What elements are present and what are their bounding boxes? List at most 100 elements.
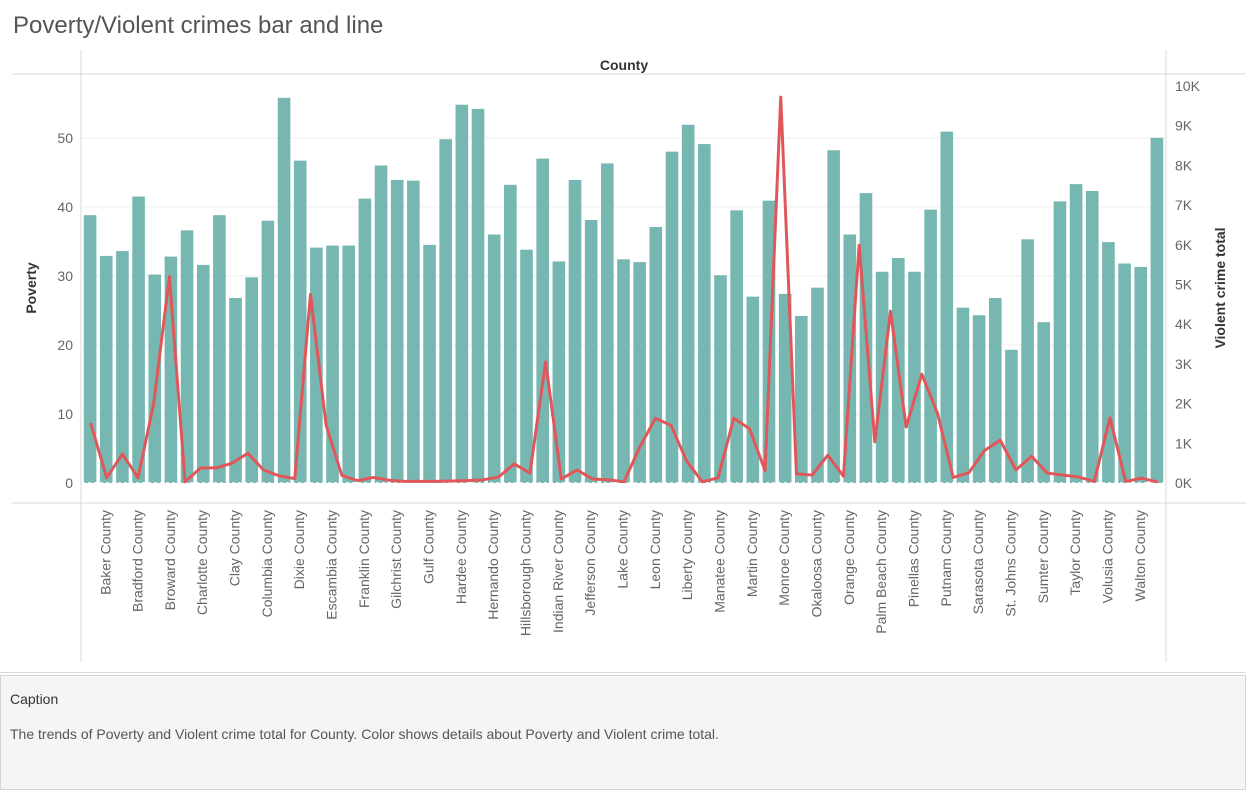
poverty-bar[interactable] (471, 108, 485, 483)
x-tick-label: Orange County (841, 510, 857, 605)
x-tick-label: Okaloosa County (808, 510, 824, 617)
poverty-bar[interactable] (504, 184, 517, 483)
x-tick-label: Manatee County (711, 510, 727, 613)
poverty-bar[interactable] (1053, 201, 1067, 483)
poverty-bar[interactable] (778, 293, 792, 483)
poverty-bar[interactable] (665, 151, 679, 484)
poverty-bar[interactable] (196, 264, 210, 483)
poverty-bar[interactable] (99, 255, 113, 483)
y2-tick-label: 6K (1175, 237, 1193, 253)
x-tick-label: Hardee County (453, 510, 469, 604)
violent-crime-line (89, 95, 1159, 484)
x-tick-label: Lake County (615, 510, 631, 589)
poverty-bar[interactable] (988, 298, 1002, 483)
x-tick-label: Leon County (647, 510, 663, 589)
poverty-bar[interactable] (601, 163, 614, 483)
poverty-bar[interactable] (1085, 191, 1099, 483)
poverty-bar[interactable] (180, 230, 194, 483)
y2-tick-label: 7K (1175, 197, 1193, 213)
poverty-bar[interactable] (407, 180, 420, 483)
poverty-bar[interactable] (213, 215, 226, 483)
poverty-bar[interactable] (649, 226, 663, 483)
poverty-bar[interactable] (795, 315, 808, 483)
chart-frame (12, 50, 1246, 662)
poverty-bar[interactable] (536, 158, 549, 483)
poverty-bar[interactable] (811, 287, 824, 483)
poverty-bar[interactable] (1021, 239, 1034, 483)
y-tick-label: 30 (57, 268, 73, 284)
poverty-bar[interactable] (1069, 184, 1083, 483)
poverty-bar[interactable] (746, 296, 760, 483)
poverty-bar[interactable] (358, 198, 372, 484)
y-tick-label: 50 (57, 130, 73, 146)
x-tick-label: Jefferson County (582, 510, 598, 616)
y2-tick-label: 3K (1175, 356, 1193, 372)
poverty-bar[interactable] (714, 275, 727, 483)
poverty-bar[interactable] (310, 247, 323, 483)
poverty-bar[interactable] (342, 245, 356, 483)
y2-tick-label: 0K (1175, 475, 1193, 491)
poverty-bar[interactable] (924, 209, 937, 483)
y2-tick-label: 1K (1175, 435, 1193, 451)
poverty-bar[interactable] (584, 220, 598, 483)
poverty-bar[interactable] (940, 131, 954, 483)
poverty-bar[interactable] (439, 139, 452, 483)
caption-heading: Caption (10, 691, 59, 707)
y2-tick-label: 2K (1175, 396, 1193, 412)
poverty-bar[interactable] (617, 259, 630, 483)
poverty-bar[interactable] (568, 179, 582, 483)
poverty-bar[interactable] (698, 144, 711, 483)
poverty-bar[interactable] (229, 298, 242, 483)
poverty-bar[interactable] (1150, 137, 1164, 483)
y2-tick-label: 8K (1175, 157, 1193, 173)
poverty-bar[interactable] (116, 251, 129, 483)
x-tick-label: Gulf County (421, 510, 437, 584)
poverty-bar[interactable] (423, 244, 436, 483)
x-tick-label: Columbia County (259, 510, 275, 617)
y2-tick-label: 5K (1175, 277, 1193, 293)
poverty-bar[interactable] (245, 277, 259, 483)
x-tick-label: Martin County (744, 510, 760, 597)
x-tick-label: Monroe County (776, 510, 792, 606)
y-tick-label: 40 (57, 199, 73, 215)
poverty-bar[interactable] (83, 215, 97, 483)
poverty-bar[interactable] (148, 274, 162, 483)
poverty-bar[interactable] (1037, 322, 1051, 483)
poverty-bar[interactable] (277, 97, 291, 483)
poverty-bar[interactable] (1118, 263, 1131, 484)
x-tick-label: Charlotte County (194, 510, 210, 615)
poverty-bar[interactable] (827, 150, 840, 483)
y-tick-label: 0 (65, 475, 73, 491)
poverty-bar[interactable] (374, 165, 388, 483)
x-tick-label: Walton County (1132, 510, 1148, 601)
chart-area: County Poverty Violent crime total 0 10 20… (0, 50, 1246, 673)
poverty-bar[interactable] (972, 315, 986, 483)
poverty-bar[interactable] (326, 245, 339, 483)
x-tick-label: Pinellas County (905, 510, 921, 607)
x-tick-label: Sumter County (1035, 510, 1051, 603)
poverty-bar[interactable] (487, 234, 501, 484)
poverty-bar[interactable] (132, 196, 145, 484)
poverty-bar[interactable] (261, 220, 275, 483)
poverty-bar[interactable] (293, 160, 307, 483)
poverty-bar[interactable] (520, 249, 533, 483)
poverty-bar[interactable] (1134, 266, 1148, 483)
poverty-bar[interactable] (681, 124, 695, 483)
poverty-bar[interactable] (390, 179, 404, 483)
poverty-bar[interactable] (1005, 349, 1018, 483)
poverty-bar[interactable] (633, 262, 646, 483)
poverty-bar[interactable] (730, 210, 743, 483)
poverty-bar[interactable] (908, 271, 921, 483)
y2-axis-ticks: 0K 1K 2K 3K 4K 5K 6K 7K 8K 9K 10K (1175, 78, 1201, 491)
x-tick-label: Escambia County (324, 510, 340, 620)
x-tick-label: Sarasota County (970, 510, 986, 614)
poverty-bar[interactable] (956, 307, 970, 483)
caption-text: The trends of Poverty and Violent crime … (10, 726, 719, 742)
y2-tick-label: 4K (1175, 316, 1193, 332)
poverty-bar[interactable] (455, 104, 469, 484)
violent-crime-line-path[interactable] (89, 95, 1159, 484)
bar-line-chart: County Poverty Violent crime total 0 10 20… (12, 50, 1246, 662)
x-tick-label: Putnam County (938, 510, 954, 607)
poverty-bar[interactable] (164, 256, 178, 483)
y2-tick-label: 10K (1175, 78, 1201, 94)
